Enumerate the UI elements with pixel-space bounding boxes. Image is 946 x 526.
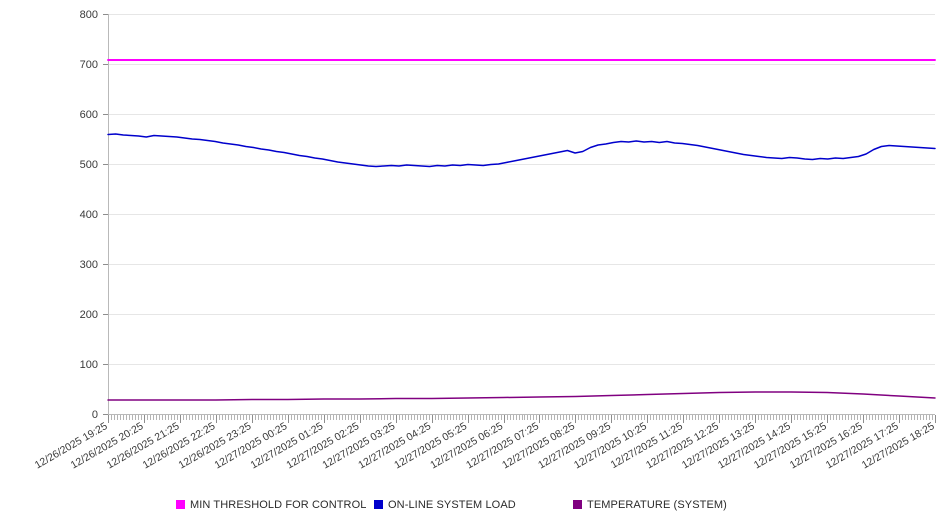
series-line-on-line-system-load [107, 133, 936, 168]
legend-swatch-0 [176, 500, 185, 509]
y-axis-label-0: 0 [92, 409, 98, 421]
y-axis-label-500: 500 [80, 159, 98, 171]
y-axis-label-800: 800 [80, 9, 98, 21]
y-axis-tick-labels: 800 700 600 500 400 300 200 100 0 [80, 9, 98, 421]
legend-label-0: MIN THRESHOLD FOR CONTROL [190, 499, 366, 511]
y-axis-ticks [103, 14, 108, 415]
x-axis-ticks [108, 415, 936, 423]
y-axis-label-100: 100 [80, 359, 98, 371]
y-axis-label-200: 200 [80, 309, 98, 321]
y-axis-label-400: 400 [80, 209, 98, 221]
chart-legend: MIN THRESHOLD FOR CONTROL ON-LINE SYSTEM … [176, 499, 727, 511]
y-axis-label-300: 300 [80, 259, 98, 271]
series-line-temperature-system [107, 391, 936, 401]
legend-swatch-1 [374, 500, 383, 509]
y-axis-label-700: 700 [80, 59, 98, 71]
legend-label-1: ON-LINE SYSTEM LOAD [388, 499, 516, 511]
legend-label-2: TEMPERATURE (SYSTEM) [587, 499, 727, 511]
grid-lines [108, 14, 935, 415]
legend-swatch-2 [573, 500, 582, 509]
series-lines [107, 59, 936, 401]
y-axis-label-600: 600 [80, 109, 98, 121]
